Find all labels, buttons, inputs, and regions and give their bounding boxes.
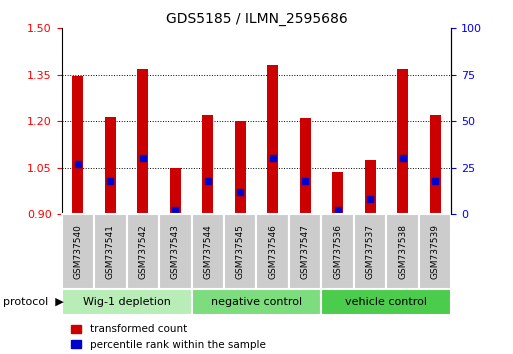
Bar [397, 69, 408, 214]
FancyBboxPatch shape [159, 214, 191, 289]
Bar [300, 118, 311, 214]
Text: Wig-1 depletion: Wig-1 depletion [83, 297, 170, 307]
FancyBboxPatch shape [94, 214, 127, 289]
FancyBboxPatch shape [127, 214, 159, 289]
Bar [234, 121, 246, 214]
Point [106, 178, 114, 183]
Point [74, 161, 82, 167]
Bar [429, 115, 441, 214]
Bar [332, 172, 343, 214]
FancyBboxPatch shape [191, 214, 224, 289]
Text: negative control: negative control [211, 297, 302, 307]
Point [139, 155, 147, 161]
FancyBboxPatch shape [256, 214, 289, 289]
Point [431, 178, 439, 183]
FancyBboxPatch shape [289, 214, 322, 289]
Point [236, 189, 244, 195]
Point [301, 178, 309, 183]
Point [333, 207, 342, 213]
Bar [72, 76, 84, 214]
Point [204, 178, 212, 183]
Bar [365, 160, 376, 214]
Text: GSM737546: GSM737546 [268, 224, 277, 279]
Text: protocol  ▶: protocol ▶ [3, 297, 63, 307]
FancyBboxPatch shape [386, 214, 419, 289]
FancyBboxPatch shape [419, 214, 451, 289]
FancyBboxPatch shape [322, 214, 354, 289]
Point [366, 196, 374, 202]
Text: GSM737536: GSM737536 [333, 224, 342, 279]
FancyBboxPatch shape [62, 214, 94, 289]
Point [269, 155, 277, 161]
Text: GSM737537: GSM737537 [366, 224, 374, 279]
Text: GSM737545: GSM737545 [236, 224, 245, 279]
Point [399, 155, 407, 161]
Text: GSM737539: GSM737539 [431, 224, 440, 279]
Legend: transformed count, percentile rank within the sample: transformed count, percentile rank withi… [67, 320, 270, 354]
Bar [137, 69, 148, 214]
Text: GSM737544: GSM737544 [203, 224, 212, 279]
Title: GDS5185 / ILMN_2595686: GDS5185 / ILMN_2595686 [166, 12, 347, 26]
Bar [267, 65, 279, 214]
FancyBboxPatch shape [322, 289, 451, 315]
FancyBboxPatch shape [224, 214, 256, 289]
Text: GSM737538: GSM737538 [398, 224, 407, 279]
FancyBboxPatch shape [62, 289, 191, 315]
Point [171, 207, 180, 213]
Text: vehicle control: vehicle control [345, 297, 427, 307]
Text: GSM737542: GSM737542 [139, 224, 147, 279]
FancyBboxPatch shape [354, 214, 386, 289]
Bar [170, 168, 181, 214]
Text: GSM737540: GSM737540 [73, 224, 82, 279]
Text: GSM737547: GSM737547 [301, 224, 310, 279]
Text: GSM737543: GSM737543 [171, 224, 180, 279]
Bar [202, 115, 213, 214]
FancyBboxPatch shape [191, 289, 322, 315]
Bar [105, 116, 116, 214]
Text: GSM737541: GSM737541 [106, 224, 115, 279]
